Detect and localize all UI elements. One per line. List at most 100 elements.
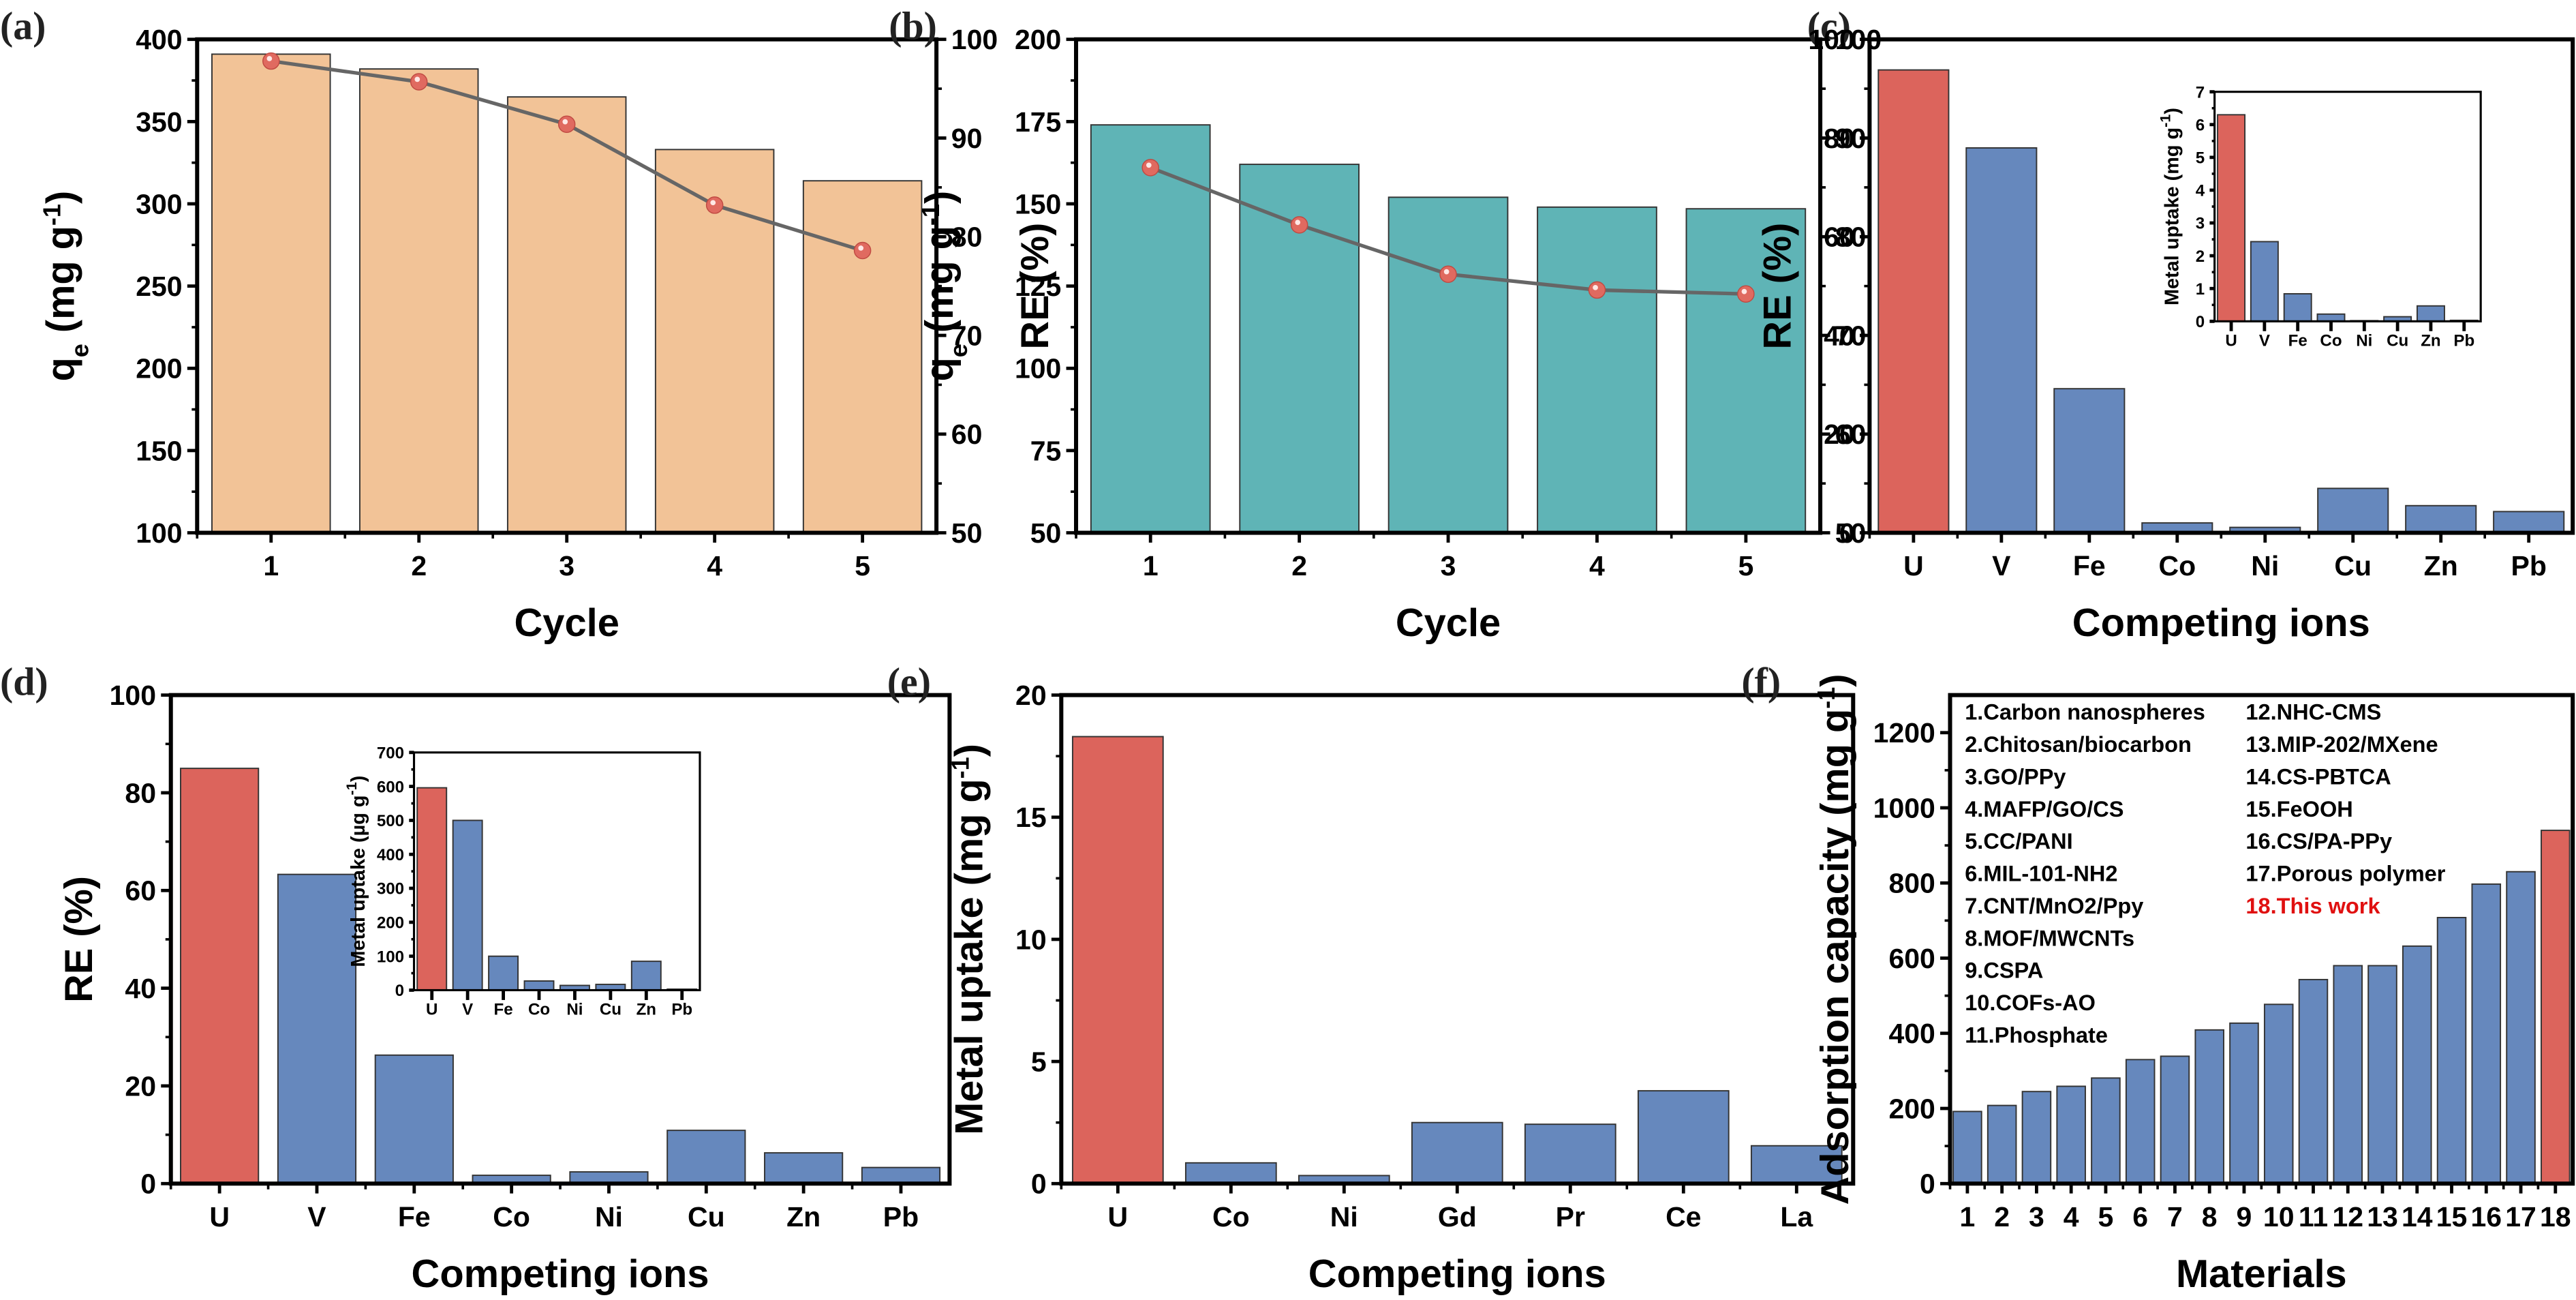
legend-item: 13.MIP-202/MXene — [2245, 732, 2438, 757]
left-tick-label: 0 — [395, 982, 404, 1000]
y-axis-title-part: q — [39, 357, 82, 381]
bar — [1877, 69, 1950, 534]
legend-item: 8.MOF/MWCNTs — [1965, 926, 2134, 950]
left-tick-label: 250 — [136, 271, 182, 302]
legend-item: 16.CS/PA-PPy — [2245, 829, 2392, 853]
inset-y-axis-title-part: Metal uptake (mg g — [2162, 127, 2183, 305]
re-point-highlight — [1146, 162, 1152, 168]
x-tick-label: V — [1992, 550, 2011, 581]
re-point-highlight — [1295, 220, 1301, 226]
right-tick-label: 100 — [951, 24, 998, 55]
x-tick-label: Co — [528, 1001, 550, 1019]
left-tick-label: 0 — [2196, 313, 2205, 331]
x-tick-label: 1 — [1960, 1201, 1976, 1233]
x-tick-label: Pr — [1556, 1201, 1585, 1233]
y-axis-title-part: Adsorption capacity (mg g — [1813, 709, 1857, 1205]
bar — [2298, 978, 2329, 1185]
re-point — [1439, 265, 1457, 284]
y-axis-title-part: e — [65, 344, 93, 357]
x-tick-label: Ni — [595, 1201, 623, 1233]
x-tick-label: Cu — [2387, 331, 2408, 350]
x-tick-label: 8 — [2202, 1201, 2218, 1233]
x-tick-label: Pb — [2453, 331, 2474, 350]
x-tick-label: Ce — [1666, 1201, 1701, 1233]
x-axis-title: Materials — [2176, 1252, 2347, 1296]
x-tick-label: 6 — [2132, 1201, 2148, 1233]
left-tick-label: 0 — [1031, 1168, 1047, 1200]
x-tick-label: Gd — [1438, 1201, 1477, 1233]
legend-item: 15.FeOOH — [2245, 797, 2352, 821]
x-tick-label: 7 — [2167, 1201, 2183, 1233]
inset-y-axis-title-part: -1 — [343, 782, 360, 795]
left-tick-label: 80 — [125, 777, 156, 808]
y-axis-title-part: ) — [918, 191, 962, 204]
x-tick-label: Zn — [2421, 331, 2440, 350]
inset-bar — [488, 955, 519, 991]
bar — [1685, 208, 1807, 534]
bar — [1184, 1162, 1277, 1185]
left-tick-label: 40 — [125, 973, 156, 1004]
x-tick-label: 5 — [855, 550, 870, 581]
legend-item: 17.Porous polymer — [2245, 862, 2445, 886]
left-tick-label: 20 — [1824, 419, 1855, 450]
bar — [1071, 736, 1164, 1185]
x-tick-label: Co — [493, 1201, 530, 1233]
left-tick-label: 100 — [136, 517, 182, 549]
panel-label: (a) — [0, 5, 46, 48]
x-tick-label: Ni — [2251, 550, 2279, 581]
re-point-highlight — [710, 200, 716, 206]
x-tick-label: Cu — [688, 1201, 725, 1233]
inset-y-axis-title-part: ) — [2162, 108, 2183, 115]
bar — [180, 768, 260, 1185]
left-tick-label: 40 — [1824, 320, 1855, 351]
re-point-highlight — [1443, 269, 1450, 275]
x-tick-label: 3 — [559, 550, 574, 581]
x-tick-label: 3 — [1441, 550, 1456, 581]
x-tick-label: U — [1108, 1201, 1129, 1233]
x-tick-label: La — [1780, 1201, 1813, 1233]
legend-item: 9.CSPA — [1965, 958, 2043, 983]
x-tick-label: 18 — [2540, 1201, 2571, 1233]
left-tick-label: 200 — [136, 353, 182, 384]
bar — [1387, 196, 1509, 534]
bar — [2541, 830, 2571, 1185]
x-tick-label: Pb — [671, 1001, 692, 1019]
left-tick-label: 2 — [2196, 247, 2205, 266]
bar — [1750, 1145, 1843, 1185]
bar — [2160, 1055, 2190, 1185]
left-tick-label: 15 — [1015, 802, 1047, 833]
bar — [666, 1130, 746, 1185]
inset-bar — [452, 819, 483, 991]
x-tick-label: Fe — [398, 1201, 431, 1233]
y-axis-title-part: -1 — [1811, 687, 1839, 709]
legend-item: 1.Carbon nanospheres — [1965, 700, 2205, 725]
panel-d: (d) 0 20 40 60 80 100 U V Fe Co Ni Cu Zn Pb Competing i… — [0, 661, 952, 1296]
left-tick-label: 125 — [1015, 271, 1061, 302]
y-axis-title: qe (mg g-1) — [37, 191, 93, 382]
left-tick-label: 175 — [1015, 106, 1061, 138]
re-point — [410, 73, 428, 91]
inset-bar — [630, 961, 662, 991]
bar — [2333, 965, 2363, 1185]
x-tick-label: 4 — [1589, 550, 1605, 581]
y-axis-title: RE (%) — [1756, 223, 1800, 350]
left-tick-label: 0 — [1920, 1168, 1935, 1200]
bar — [506, 96, 627, 534]
legend-item-highlight: 18.This work — [2245, 894, 2380, 918]
left-tick-label: 500 — [377, 812, 404, 830]
y2-axis-title: RE (%) — [1013, 223, 1057, 350]
left-tick-label: 200 — [1015, 24, 1061, 55]
inset-bar — [416, 787, 448, 991]
legend-item: 14.CS-PBTCA — [2245, 764, 2391, 789]
bar — [1952, 1110, 1982, 1185]
x-tick-label: Cu — [600, 1001, 622, 1019]
bar — [374, 1054, 454, 1185]
y-axis-title-part: Metal uptake (mg g — [948, 779, 992, 1135]
left-tick-label: 400 — [136, 24, 182, 55]
y-axis-title-part: e — [945, 344, 972, 357]
x-tick-label: 17 — [2505, 1201, 2536, 1233]
panel-label: (f) — [1741, 661, 1781, 704]
